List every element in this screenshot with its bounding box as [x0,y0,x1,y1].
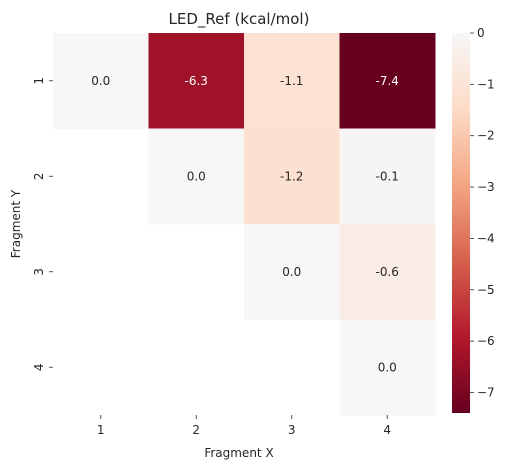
y-tick-label: 3 [32,268,46,276]
y-axis-label: Fragment Y [9,189,23,258]
cell-value-label: -6.3 [185,74,208,88]
y-tick-label: 4 [32,363,46,371]
colorbar-tick-label: −6 [477,334,495,348]
heatmap-cell [244,224,340,320]
colorbar-tick-label: −3 [477,180,495,194]
cell-value-label: 0.0 [91,74,110,88]
cell-value-label: -1.1 [280,74,303,88]
x-tick-label: 4 [383,423,391,437]
cell-value-label: -1.2 [280,169,303,183]
y-tick-label: 1 [32,77,46,85]
colorbar-tick-label: 0 [477,26,485,40]
colorbar-tick-label: −2 [477,129,495,143]
chart-title: LED_Ref (kcal/mol) [169,10,310,29]
colorbar-tick-label: −1 [477,77,495,91]
x-tick-label: 1 [97,423,105,437]
colorbar [452,33,470,413]
heatmap-cell [148,128,245,225]
heatmap-cell [244,33,340,129]
heatmap-cell [244,128,340,225]
heatmap-cell [339,319,436,416]
cell-value-label: -0.1 [376,169,399,183]
heatmap-cell [339,33,436,129]
heatmap-cell [53,33,149,129]
cell-value-label: 0.0 [282,265,301,279]
colorbar-ticks: 0 −1 −2 −3 −4 −5 −6 −7 [470,26,495,399]
y-tick-label: 2 [32,172,46,180]
cell-value-label: -7.4 [376,74,399,88]
heatmap-cell [339,224,436,320]
cell-value-label: 0.0 [378,360,397,374]
colorbar-tick-label: −7 [477,385,495,399]
colorbar-tick-label: −4 [477,231,495,245]
x-axis-ticks: 1 2 3 4 [97,415,391,437]
x-tick-label: 2 [192,423,200,437]
heatmap-cell [148,33,245,129]
heatmap-cell [339,128,436,225]
heatmap-cells: 0.0 -6.3 -1.1 -7.4 0.0 -1.2 -0.1 0.0 -0.6 0.0 [53,33,436,416]
colorbar-tick-label: −5 [477,283,495,297]
cell-value-label: 0.0 [187,169,206,183]
x-tick-label: 3 [288,423,296,437]
cell-value-label: -0.6 [376,265,399,279]
x-axis-label: Fragment X [204,446,273,460]
y-axis-ticks: 1 2 3 4 [32,77,53,371]
